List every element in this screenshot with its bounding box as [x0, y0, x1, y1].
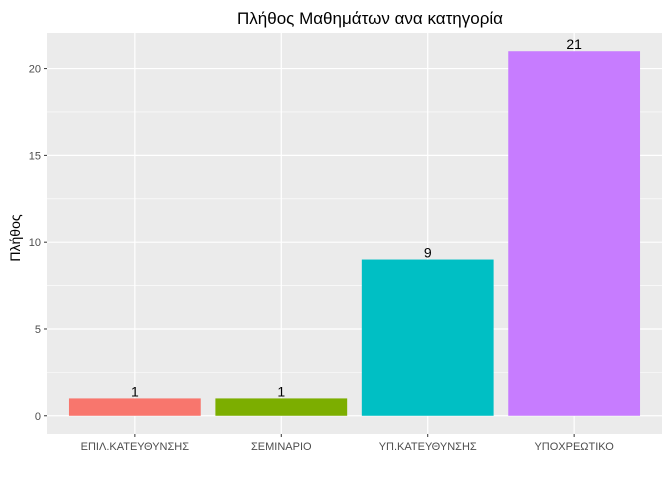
y-tick-label: 5	[35, 324, 41, 336]
data-label-3: 9	[424, 245, 432, 261]
bars	[68, 51, 641, 416]
y-axis-ticks: 0 5 10 15 20	[29, 64, 47, 423]
y-tick-label: 20	[29, 64, 41, 76]
bar-3	[361, 259, 494, 416]
bar-4	[508, 51, 641, 416]
y-tick-label: 10	[29, 237, 41, 249]
x-tick-label: ΥΠ.ΚΑΤΕΥΘΥΝΣΗΣ	[379, 441, 477, 453]
chart-title: Πλήθος Μαθημάτων ανα κατηγορία	[237, 9, 503, 28]
y-tick-label: 0	[35, 411, 41, 423]
y-axis-label: Πλήθος	[7, 214, 23, 261]
x-tick-label: ΣΕΜΙΝΑΡΙΟ	[251, 441, 312, 453]
bar-2	[215, 398, 348, 416]
data-label-1: 1	[131, 383, 139, 399]
data-labels: 1 1 9 21	[131, 36, 582, 399]
x-tick-label: ΕΠΙΛ.ΚΑΤΕΥΘΥΝΣΗΣ	[81, 441, 190, 453]
x-tick-label: ΥΠΟΧΡΕΩΤΙΚΟ	[534, 441, 614, 453]
data-label-2: 1	[277, 383, 285, 399]
data-label-4: 21	[566, 36, 582, 52]
bar-1	[68, 398, 201, 416]
y-tick-label: 15	[29, 150, 41, 162]
x-axis-ticks: ΕΠΙΛ.ΚΑΤΕΥΘΥΝΣΗΣ ΣΕΜΙΝΑΡΙΟ ΥΠ.ΚΑΤΕΥΘΥΝΣΗΣ Υ…	[81, 434, 614, 453]
